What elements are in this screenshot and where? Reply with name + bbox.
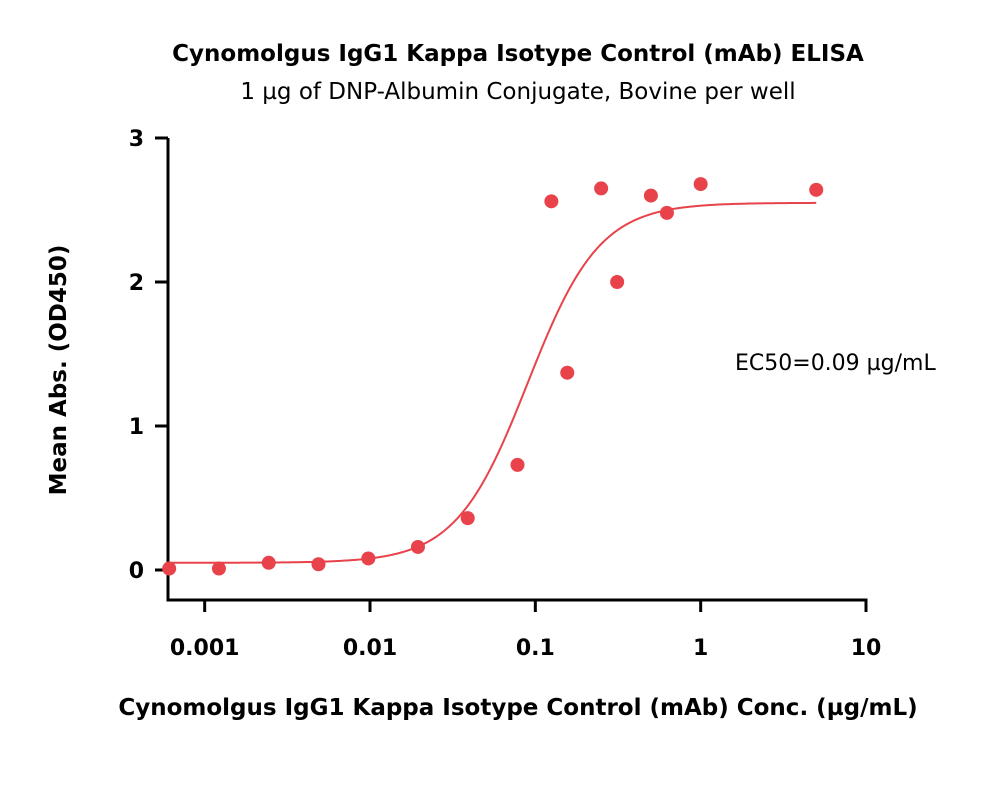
x-axis-title: Cynomolgus IgG1 Kappa Isotype Control (m… (118, 695, 917, 721)
data-point (643, 188, 658, 203)
y-axis-title: Mean Abs. (OD450) (46, 245, 72, 496)
data-point (261, 555, 276, 570)
data-point (610, 275, 625, 289)
data-point (510, 457, 525, 472)
x-tick-label: 0.01 (343, 636, 397, 661)
data-point (162, 561, 177, 576)
x-tick-label: 0.001 (170, 636, 240, 661)
data-point (410, 539, 425, 554)
data-point (809, 182, 824, 197)
data-point (693, 177, 708, 192)
data-point (311, 557, 326, 572)
data-point (544, 194, 559, 209)
chart-title: Cynomolgus IgG1 Kappa Isotype Control (m… (172, 41, 864, 67)
y-tick-label: 3 (129, 127, 144, 152)
ec50-annotation: EC50=0.09 µg/mL (735, 351, 936, 376)
data-point (659, 205, 674, 220)
y-tick-label: 2 (129, 271, 144, 296)
data-point (594, 181, 609, 196)
x-tick-label: 0.1 (516, 636, 555, 661)
data-point (361, 551, 376, 566)
x-tick-label: 10 (851, 636, 882, 661)
data-point (460, 511, 475, 526)
y-tick-label: 1 (129, 415, 144, 440)
y-tick-label: 0 (129, 559, 144, 584)
x-tick-label: 1 (693, 636, 708, 661)
data-point (560, 365, 575, 380)
chart-subtitle: 1 µg of DNP-Albumin Conjugate, Bovine pe… (240, 79, 795, 105)
data-point (211, 561, 226, 576)
plot-area: 0 1 2 3 0.001 0.01 0.1 1 10 (129, 127, 882, 661)
fit-curve (168, 201, 817, 564)
